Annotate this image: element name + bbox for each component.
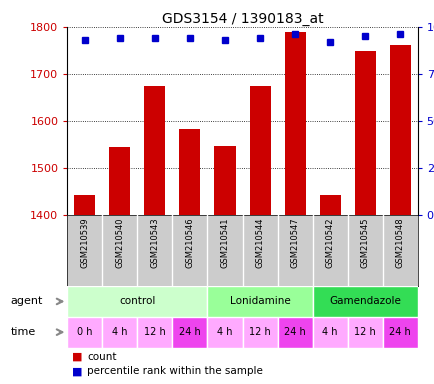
Text: 4 h: 4 h	[112, 327, 128, 337]
Text: Gamendazole: Gamendazole	[329, 296, 400, 306]
Text: GSM210540: GSM210540	[115, 217, 124, 268]
Text: time: time	[11, 327, 36, 337]
Text: 24 h: 24 h	[388, 327, 410, 337]
Text: percentile rank within the sample: percentile rank within the sample	[87, 366, 262, 376]
Bar	[312, 317, 347, 348]
Text: GSM210544: GSM210544	[255, 217, 264, 268]
Text: 12 h: 12 h	[144, 327, 165, 337]
Bar	[284, 31, 305, 215]
Bar	[319, 195, 340, 215]
Text: 12 h: 12 h	[353, 327, 375, 337]
Text: GSM210547: GSM210547	[290, 217, 299, 268]
Bar	[249, 86, 270, 215]
Title: GDS3154 / 1390183_at: GDS3154 / 1390183_at	[161, 12, 322, 26]
Bar	[214, 146, 235, 215]
Bar	[242, 317, 277, 348]
Bar	[67, 286, 207, 317]
Text: GSM210548: GSM210548	[395, 217, 404, 268]
Text: ■: ■	[72, 366, 82, 376]
Text: control: control	[119, 296, 155, 306]
Text: GSM210546: GSM210546	[185, 217, 194, 268]
Text: GSM210542: GSM210542	[325, 217, 334, 268]
Text: GSM210545: GSM210545	[360, 217, 369, 268]
Text: GSM210543: GSM210543	[150, 217, 159, 268]
Bar	[67, 317, 102, 348]
Bar	[354, 51, 375, 215]
Bar	[144, 86, 165, 215]
Bar	[74, 195, 95, 215]
Bar	[102, 317, 137, 348]
Text: 24 h: 24 h	[179, 327, 201, 337]
Text: 0 h: 0 h	[77, 327, 92, 337]
Bar	[179, 129, 200, 215]
Bar	[172, 317, 207, 348]
Text: count: count	[87, 352, 116, 362]
Bar	[389, 45, 410, 215]
Text: 4 h: 4 h	[217, 327, 232, 337]
Bar	[109, 147, 130, 215]
Text: 4 h: 4 h	[322, 327, 337, 337]
Bar	[382, 317, 417, 348]
Text: Lonidamine: Lonidamine	[229, 296, 290, 306]
Text: GSM210541: GSM210541	[220, 217, 229, 268]
Bar	[137, 317, 172, 348]
Bar	[207, 286, 312, 317]
Text: 24 h: 24 h	[283, 327, 305, 337]
Bar	[207, 317, 242, 348]
Text: agent: agent	[11, 296, 43, 306]
Text: ■: ■	[72, 352, 82, 362]
Bar	[277, 317, 312, 348]
Bar	[347, 317, 381, 348]
Text: GSM210539: GSM210539	[80, 217, 89, 268]
Text: 12 h: 12 h	[249, 327, 270, 337]
Bar	[312, 286, 417, 317]
